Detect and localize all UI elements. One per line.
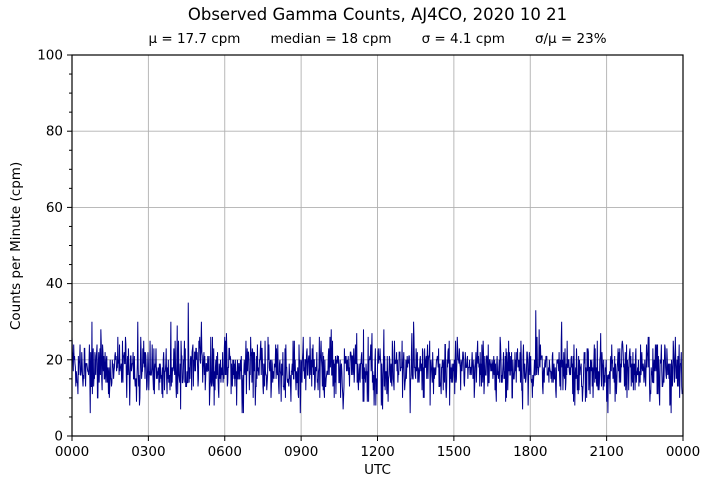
x-tick-label: 2100 xyxy=(589,444,623,460)
axis-ticks xyxy=(67,54,684,441)
x-tick-label: 0600 xyxy=(208,444,242,460)
plot-spines xyxy=(71,54,684,437)
axis-tick-labels: 0000 0300 0600 0900 1200 1500 1800 2100 00000204… xyxy=(37,48,700,461)
y-tick-label: 80 xyxy=(46,124,63,140)
stat-median: median = 18 cpm xyxy=(270,31,392,47)
x-tick-label: 0300 xyxy=(131,444,165,460)
y-tick-label: 0 xyxy=(54,429,63,445)
x-tick-label: 0900 xyxy=(284,444,318,460)
x-tick-label: 0000 xyxy=(666,444,700,460)
x-tick-label: 1800 xyxy=(513,444,547,460)
chart-title: Observed Gamma Counts, AJ4CO, 2020 10 21 xyxy=(187,5,568,24)
chart-subtitle: μ = 17.7 cpm median = 18 cpm σ = 4.1 cpm σ/… xyxy=(72,31,683,48)
y-tick-label: 40 xyxy=(46,276,63,292)
stat-sigma: σ = 4.1 cpm xyxy=(421,31,505,47)
x-axis-label: UTC xyxy=(364,462,391,478)
x-tick-label: 0000 xyxy=(55,444,89,460)
gamma-counts-series xyxy=(71,302,684,414)
stat-sigma-over-mu: σ/μ = 23% xyxy=(534,31,607,47)
x-tick-label: 1500 xyxy=(437,444,471,460)
y-tick-label: 20 xyxy=(46,352,63,368)
y-tick-label: 100 xyxy=(37,48,63,64)
stat-mean: μ = 17.7 cpm xyxy=(148,31,241,47)
y-tick-label: 60 xyxy=(46,200,63,216)
x-tick-label: 1200 xyxy=(360,444,394,460)
